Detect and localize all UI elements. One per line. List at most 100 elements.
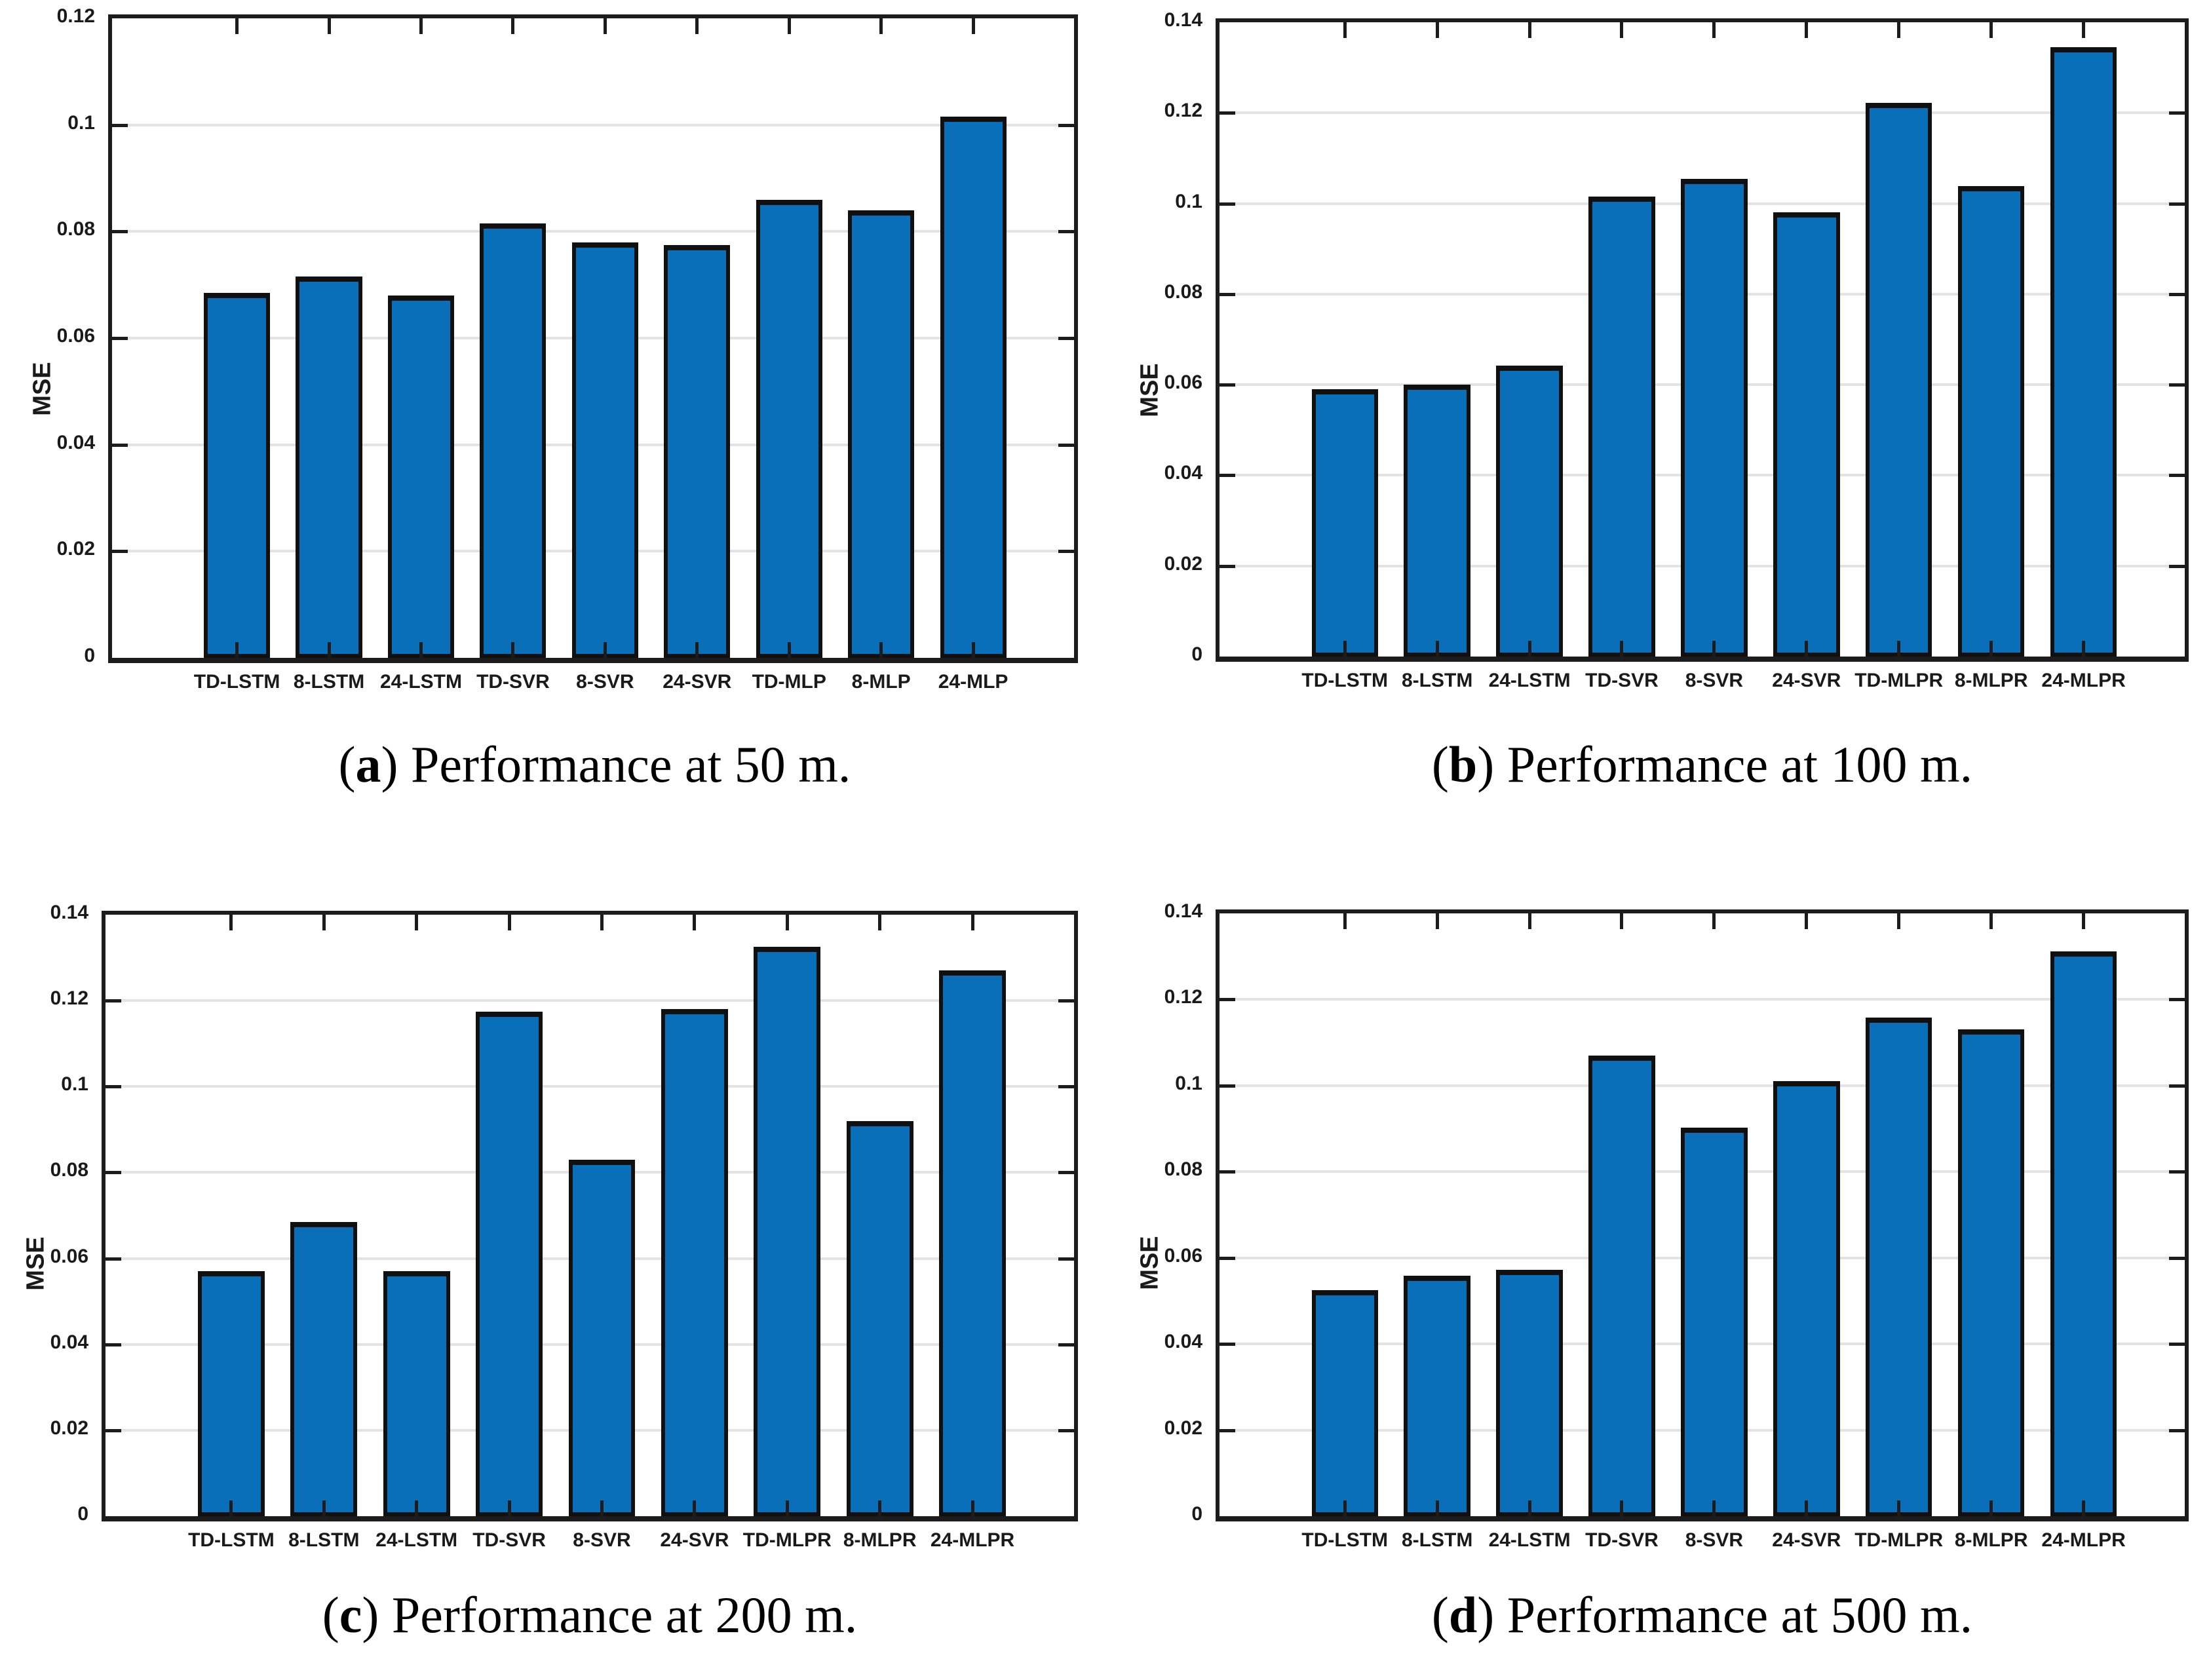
x-tick-label: 24-MLPR [2041, 670, 2126, 691]
x-tick-label: 24-SVR [1772, 670, 1841, 691]
x-tick-label: 8-MLP [851, 671, 911, 693]
y-gridline [1220, 111, 2185, 115]
x-tick-bottom [1805, 1500, 1809, 1516]
x-tick-bottom [970, 1500, 974, 1516]
y-tick-left [106, 1428, 121, 1432]
bar-8-SVR [568, 1159, 636, 1516]
y-tick-right [2169, 1343, 2185, 1346]
x-tick-bottom [693, 1500, 697, 1516]
x-tick-top [1343, 22, 1347, 38]
x-tick-label: 24-LSTM [379, 671, 462, 693]
x-tick-top [879, 18, 883, 34]
x-tick-label: 8-MLPR [843, 1529, 917, 1551]
y-tick-label: 0.06 [56, 325, 95, 347]
bar-chart-200m: 0 0.02 0.04 0.06 0.08 0.1 0.12 0.14 TD-LSTM 8-LST… [0, 840, 1104, 1680]
x-tick-bottom [1897, 1500, 1901, 1516]
y-tick-right [2169, 564, 2185, 568]
y-tick-label: 0.08 [1164, 280, 1202, 303]
x-tick-top [322, 915, 326, 930]
x-tick-label: TD-MLP [752, 671, 826, 693]
bar-TD-MLP [756, 199, 822, 658]
bar-8-SVR [571, 242, 638, 658]
y-tick-right [1058, 1171, 1074, 1175]
bar-TD-MLPR [1866, 103, 1932, 657]
x-tick-top [1989, 913, 1993, 929]
bar-8-MLP [848, 210, 915, 658]
chart-caption-d: (d) Performance at 500 m. [1216, 1586, 2189, 1645]
y-axis-title: MSE [28, 362, 56, 416]
x-tick-top [235, 18, 239, 34]
y-tick-right [2169, 292, 2185, 296]
y-tick-label: 0.08 [50, 1159, 88, 1181]
x-tick-bottom [1435, 641, 1439, 657]
x-tick-top [2082, 22, 2086, 38]
y-tick-left [1220, 1256, 1235, 1260]
plot-area [108, 14, 1078, 663]
y-gridline [112, 230, 1074, 233]
y-tick-right [1058, 1343, 1074, 1346]
y-tick-label: 0.06 [50, 1245, 88, 1267]
bar-chart-100m: 0 0.02 0.04 0.06 0.08 0.1 0.12 0.14 TD-LSTM 8-LST… [1104, 0, 2209, 840]
bar-8-MLPR [846, 1120, 913, 1516]
bar-24-MLP [940, 117, 1007, 658]
x-tick-top [787, 18, 791, 34]
x-tick-label: TD-LSTM [188, 1529, 275, 1551]
y-tick-label: 0 [1191, 1503, 1202, 1525]
bar-TD-SVR [476, 1011, 543, 1516]
x-tick-bottom [1805, 641, 1809, 657]
y-tick-right [1058, 337, 1074, 340]
x-tick-label: 8-SVR [1685, 1529, 1744, 1551]
bar-24-LSTM [1496, 366, 1563, 657]
bar-TD-SVR [480, 223, 547, 658]
chart-caption-c: (c) Performance at 200 m. [102, 1586, 1078, 1645]
x-tick-label: 8-MLPR [1954, 670, 2028, 691]
x-tick-top [785, 915, 789, 930]
caption-paren: ( [1431, 1586, 1449, 1643]
x-tick-label: TD-LSTM [1301, 670, 1389, 691]
plot-area [1216, 18, 2189, 662]
x-tick-bottom [419, 642, 423, 658]
x-tick-label: 24-LSTM [375, 1529, 458, 1551]
x-tick-label: 24-SVR [663, 671, 732, 693]
y-tick-left [106, 1171, 121, 1175]
x-tick-label: 8-LSTM [288, 1529, 360, 1551]
x-tick-label: 8-LSTM [293, 671, 365, 693]
y-tick-right [2169, 1084, 2185, 1088]
plot-area [1216, 909, 2189, 1521]
x-tick-label: 8-LSTM [1401, 1529, 1473, 1551]
y-tick-label: 0.04 [56, 431, 95, 453]
y-tick-left [112, 123, 128, 127]
x-tick-label: 8-SVR [576, 671, 634, 693]
caption-paren: ( [322, 1586, 339, 1643]
x-tick-bottom [695, 642, 699, 658]
y-tick-left [112, 550, 128, 554]
x-tick-label: TD-SVR [476, 671, 550, 693]
x-tick-bottom [1989, 641, 1993, 657]
bar-24-SVR [1773, 212, 1840, 657]
y-tick-left [112, 337, 128, 340]
y-tick-label: 0.06 [1164, 1244, 1202, 1267]
y-tick-right [2169, 1170, 2185, 1174]
bar-24-LSTM [387, 295, 455, 658]
y-tick-label: 0.1 [1175, 1072, 1202, 1094]
x-tick-label: TD-MLPR [1854, 670, 1944, 691]
y-tick-right [2169, 1428, 2185, 1432]
x-tick-bottom [2082, 1500, 2086, 1516]
y-tick-label: 0.12 [56, 5, 95, 27]
x-tick-top [1712, 913, 1716, 929]
y-tick-left [1220, 474, 1235, 478]
bar-8-LSTM [296, 277, 362, 658]
x-tick-bottom [603, 642, 607, 658]
y-tick-label: 0.04 [1164, 462, 1202, 484]
x-tick-label: 24-SVR [1772, 1529, 1841, 1551]
x-tick-top [511, 18, 515, 34]
y-tick-label: 0.1 [1175, 190, 1202, 212]
x-tick-bottom [507, 1500, 511, 1516]
y-tick-left [1220, 1084, 1235, 1088]
y-axis-title: MSE [22, 1236, 50, 1291]
y-tick-right [2169, 111, 2185, 115]
y-tick-label: 0.04 [1164, 1331, 1202, 1353]
y-gridline [106, 999, 1074, 1002]
bar-8-LSTM [290, 1221, 358, 1516]
caption-letter: c [339, 1586, 362, 1643]
